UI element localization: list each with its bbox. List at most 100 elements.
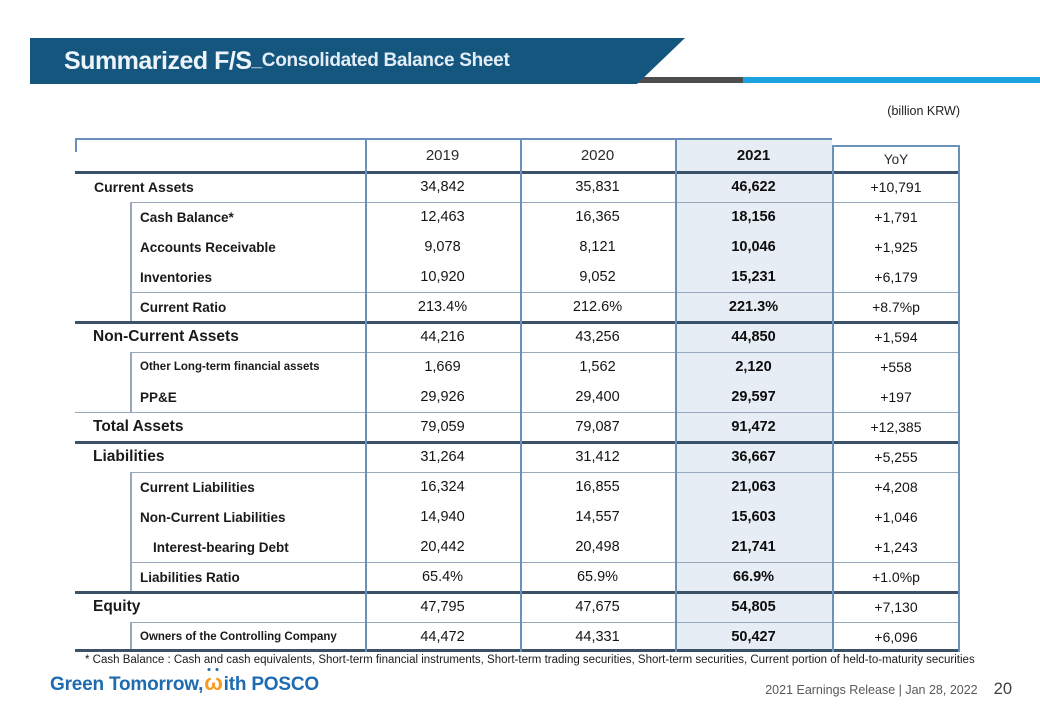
- cell-value: 47,675: [575, 599, 620, 615]
- column-header-2021: 2021: [736, 146, 771, 164]
- cell-value: 50,427: [731, 629, 776, 645]
- cell-value: 65.9%: [576, 569, 619, 585]
- row-label: Inventories: [140, 269, 213, 285]
- table-row: Other Long-term financial assets 1,669 1,5…: [75, 352, 960, 382]
- unit-note: (billion KRW): [887, 104, 960, 118]
- cell-value: 29,400: [575, 389, 620, 405]
- logo-text-suffix: ith POSCO: [223, 674, 320, 695]
- cell-value: +1.0%p: [872, 569, 920, 585]
- row-label: Accounts Receivable: [140, 239, 276, 255]
- table-row: Liabilities Ratio 65.4% 65.9% 66.9% +1.0%p: [75, 562, 960, 592]
- cell-value: 16,324: [420, 479, 465, 495]
- page-number: 20: [993, 680, 1012, 698]
- cell-value: +6,179: [874, 269, 918, 285]
- column-header-2020: 2020: [580, 146, 615, 164]
- cell-value: 213.4%: [417, 299, 468, 315]
- row-label: Liabilities: [93, 448, 165, 465]
- cell-value: 10,046: [731, 239, 776, 255]
- cell-value: 44,472: [420, 629, 465, 645]
- table-row: Total Assets 79,059 79,087 91,472 +12,385: [75, 412, 960, 442]
- cell-value: +197: [880, 389, 912, 405]
- row-label: Current Ratio: [140, 299, 227, 315]
- table-row: Interest-bearing Debt 20,442 20,498 21,741 +…: [75, 532, 960, 562]
- cell-value: 12,463: [420, 209, 465, 225]
- table-row: Liabilities 31,264 31,412 36,667 +5,255: [75, 442, 960, 472]
- logo-text-prefix: Green Tomorrow,: [50, 674, 204, 695]
- cell-value: +10,791: [870, 179, 922, 195]
- cell-value: 43,256: [575, 329, 620, 345]
- cell-value: 47,795: [420, 599, 465, 615]
- cell-value: 34,842: [420, 179, 465, 195]
- release-info: 2021 Earnings Release | Jan 28, 2022: [765, 682, 978, 697]
- page-title: Summarized F/S: [64, 46, 252, 75]
- cell-value: 18,156: [731, 209, 776, 225]
- cell-value: 44,850: [731, 329, 776, 345]
- cell-value: 14,557: [575, 509, 620, 525]
- cell-value: 1,669: [424, 359, 461, 375]
- table-row: Accounts Receivable 9,078 8,121 10,046 +1,92…: [75, 232, 960, 262]
- cell-value: +1,046: [874, 509, 918, 525]
- cell-value: 31,412: [575, 449, 620, 465]
- table-header-row: 2019 2020 2021 YoY: [75, 138, 960, 172]
- cell-value: 65.4%: [421, 569, 464, 585]
- posco-w-icon: ω: [204, 668, 223, 695]
- cell-value: +7,130: [874, 599, 918, 615]
- row-label: Non-Current Liabilities: [140, 509, 286, 525]
- cell-value: 15,603: [731, 509, 776, 525]
- cell-value: 9,052: [579, 269, 616, 285]
- cell-value: 66.9%: [732, 569, 775, 585]
- table-row: Non-Current Assets 44,216 43,256 44,850 +1,5…: [75, 322, 960, 352]
- title-banner: Summarized F/S _Consolidated Balance Shee…: [30, 38, 685, 84]
- cell-value: 21,741: [731, 539, 776, 555]
- cell-value: +8.7%p: [872, 299, 920, 315]
- column-header-2019: 2019: [425, 146, 460, 164]
- row-label: Equity: [93, 598, 141, 615]
- cell-value: 44,216: [420, 329, 465, 345]
- cell-value: 221.3%: [728, 299, 779, 315]
- table-row: Equity 47,795 47,675 54,805 +7,130: [75, 592, 960, 622]
- cell-value: 1,562: [579, 359, 616, 375]
- cell-value: 212.6%: [572, 299, 623, 315]
- w-icon-dots: [207, 668, 219, 671]
- cell-value: 16,855: [575, 479, 620, 495]
- cell-value: 79,059: [420, 419, 465, 435]
- row-label: PP&E: [140, 389, 177, 405]
- cell-value: 14,940: [420, 509, 465, 525]
- cell-value: 29,597: [731, 389, 776, 405]
- row-label: Current Liabilities: [140, 479, 255, 495]
- cell-value: 15,231: [731, 269, 776, 285]
- cell-value: 16,365: [575, 209, 620, 225]
- cell-value: 29,926: [420, 389, 465, 405]
- footer-right: 2021 Earnings Release | Jan 28, 2022 20: [765, 680, 1012, 699]
- cell-value: +558: [880, 359, 912, 375]
- row-label: Liabilities Ratio: [140, 569, 240, 585]
- page-subtitle: _Consolidated Balance Sheet: [251, 50, 510, 71]
- cell-value: 44,331: [575, 629, 620, 645]
- table-row: Owners of the Controlling Company 44,472 4…: [75, 622, 960, 652]
- cell-value: +1,243: [874, 539, 918, 555]
- cell-value: 21,063: [731, 479, 776, 495]
- cell-value: 31,264: [420, 449, 465, 465]
- cell-value: +4,208: [874, 479, 918, 495]
- cell-value: +1,925: [874, 239, 918, 255]
- footnote: * Cash Balance : Cash and cash equivalen…: [85, 654, 975, 666]
- cell-value: 10,920: [420, 269, 465, 285]
- accent-bar-blue: [743, 77, 1040, 83]
- cell-value: +5,255: [874, 449, 918, 465]
- w-glyph: ω: [204, 670, 223, 695]
- cell-value: +1,594: [874, 329, 918, 345]
- cell-value: +6,096: [874, 629, 918, 645]
- table-row: PP&E 29,926 29,400 29,597 +197: [75, 382, 960, 412]
- cell-value: 20,498: [575, 539, 620, 555]
- posco-logo: Green Tomorrow, ω ith POSCO: [50, 668, 320, 696]
- cell-value: 36,667: [731, 449, 776, 465]
- row-label: Cash Balance*: [140, 209, 234, 225]
- row-label: Total Assets: [93, 418, 184, 435]
- highlight-column-background: [675, 138, 832, 652]
- cell-value: 9,078: [424, 239, 461, 255]
- column-header-yoy: YoY: [883, 151, 909, 167]
- table-row: Current Ratio 213.4% 212.6% 221.3% +8.7%p: [75, 292, 960, 322]
- cell-value: 54,805: [731, 599, 776, 615]
- cell-value: 35,831: [575, 179, 620, 195]
